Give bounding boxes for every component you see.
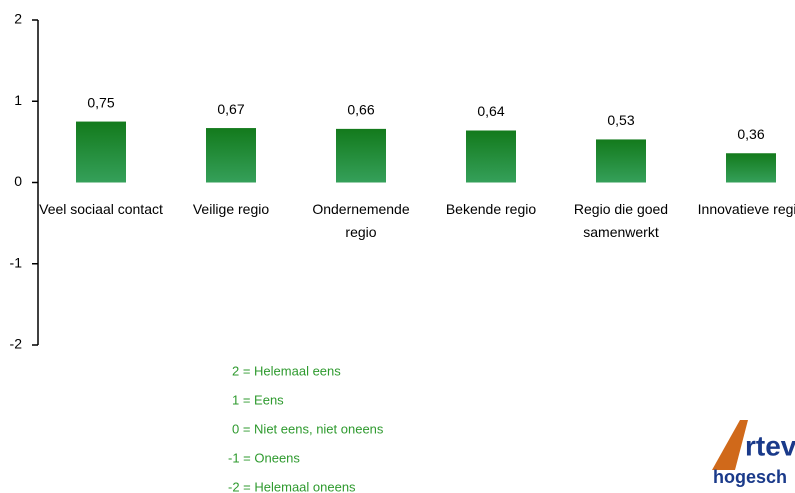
x-tick-label: Innovatieve regio xyxy=(697,201,795,217)
y-tick-label: -1 xyxy=(10,254,23,270)
x-tick-label: Veilige regio xyxy=(192,201,270,217)
value-label: 0,36 xyxy=(737,126,764,142)
bar xyxy=(336,128,386,183)
y-tick-label: 1 xyxy=(14,92,22,108)
x-tick-label: Bekende regio xyxy=(445,201,537,217)
bar xyxy=(726,153,776,183)
value-label: 0,64 xyxy=(477,103,504,119)
logo-text: rtev xyxy=(745,430,795,461)
logo: rtev hogesch xyxy=(712,420,795,487)
y-tick-label: 0 xyxy=(14,173,22,189)
bar xyxy=(466,130,516,183)
bar xyxy=(596,139,646,183)
x-tick-label: Ondernemende regio xyxy=(312,201,410,240)
x-tick-label: Regio die goed samenwerkt xyxy=(573,201,669,240)
value-label: 0,53 xyxy=(607,112,634,128)
y-tick-label: -2 xyxy=(10,336,23,352)
bar xyxy=(76,121,126,183)
legend-note: -1 = Oneens xyxy=(228,450,300,465)
bar xyxy=(206,128,256,183)
value-label: 0,66 xyxy=(347,102,374,118)
legend-note: -2 = Helemaal oneens xyxy=(228,479,356,493)
y-tick-label: 2 xyxy=(14,11,22,27)
legend-note: 1 = Eens xyxy=(232,392,284,407)
legend-note: 2 = Helemaal eens xyxy=(232,363,341,378)
value-label: 0,67 xyxy=(217,101,244,117)
x-tick-label: Veel sociaal contact xyxy=(39,201,163,217)
logo-subtext: hogesch xyxy=(713,467,787,487)
legend-note: 0 = Niet eens, niet oneens xyxy=(232,421,384,436)
value-label: 0,75 xyxy=(87,94,114,110)
